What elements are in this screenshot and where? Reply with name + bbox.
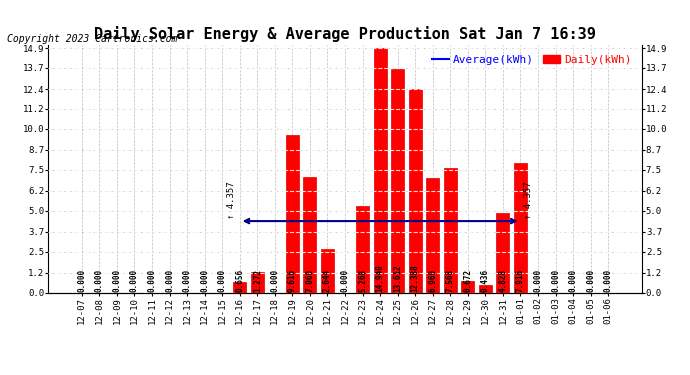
- Bar: [479, 285, 492, 292]
- Text: 13.612: 13.612: [393, 264, 402, 292]
- Text: 7.916: 7.916: [516, 268, 525, 292]
- Text: 0.000: 0.000: [148, 268, 157, 292]
- Text: ↑ 4.357: ↑ 4.357: [227, 181, 236, 219]
- Text: 12.388: 12.388: [411, 264, 420, 292]
- Text: 0.436: 0.436: [481, 268, 490, 292]
- Text: 0.000: 0.000: [112, 268, 121, 292]
- Bar: [444, 168, 457, 292]
- Text: 0.000: 0.000: [604, 268, 613, 292]
- Text: 0.000: 0.000: [533, 268, 542, 292]
- Text: 0.000: 0.000: [183, 268, 192, 292]
- Text: 0.656: 0.656: [235, 268, 244, 292]
- Bar: [496, 213, 509, 292]
- Bar: [408, 90, 422, 292]
- Text: ↑ 4.357: ↑ 4.357: [524, 181, 533, 219]
- Text: 7.060: 7.060: [306, 268, 315, 292]
- Title: Daily Solar Energy & Average Production Sat Jan 7 16:39: Daily Solar Energy & Average Production …: [94, 27, 596, 42]
- Text: 0.000: 0.000: [586, 268, 595, 292]
- Text: 0.672: 0.672: [463, 268, 472, 292]
- Bar: [514, 163, 527, 292]
- Text: 4.828: 4.828: [498, 268, 507, 292]
- Text: Copyright 2023 Cartronics.com: Copyright 2023 Cartronics.com: [7, 34, 177, 44]
- Legend: Average(kWh), Daily(kWh): Average(kWh), Daily(kWh): [428, 51, 636, 69]
- Bar: [373, 48, 386, 292]
- Text: 2.644: 2.644: [323, 268, 332, 292]
- Bar: [233, 282, 246, 292]
- Text: 0.000: 0.000: [200, 268, 209, 292]
- Text: 0.000: 0.000: [551, 268, 560, 292]
- Text: 6.960: 6.960: [428, 268, 437, 292]
- Text: 0.000: 0.000: [95, 268, 104, 292]
- Text: 14.940: 14.940: [375, 264, 384, 292]
- Bar: [461, 282, 475, 292]
- Text: 0.000: 0.000: [218, 268, 227, 292]
- Bar: [250, 272, 264, 292]
- Bar: [426, 178, 440, 292]
- Text: 1.272: 1.272: [253, 268, 262, 292]
- Bar: [391, 69, 404, 292]
- Text: 0.000: 0.000: [270, 268, 279, 292]
- Bar: [304, 177, 317, 292]
- Text: 0.000: 0.000: [569, 268, 578, 292]
- Text: 0.000: 0.000: [77, 268, 86, 292]
- Text: 7.568: 7.568: [446, 268, 455, 292]
- Bar: [321, 249, 334, 292]
- Text: 9.616: 9.616: [288, 268, 297, 292]
- Bar: [356, 206, 369, 292]
- Text: 0.000: 0.000: [340, 268, 350, 292]
- Text: 5.268: 5.268: [358, 268, 367, 292]
- Text: 0.000: 0.000: [130, 268, 139, 292]
- Text: 0.000: 0.000: [165, 268, 174, 292]
- Bar: [286, 135, 299, 292]
